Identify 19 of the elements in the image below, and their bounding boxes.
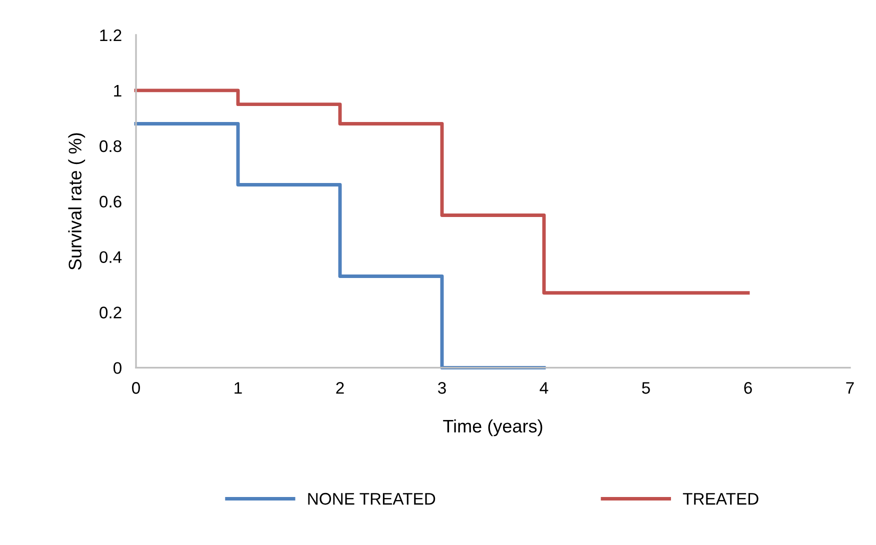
x-tick-label: 4 bbox=[540, 382, 548, 394]
y-tick-label: 0.2 bbox=[100, 306, 122, 318]
y-tick-label: 0.8 bbox=[100, 140, 122, 152]
x-tick-label: 3 bbox=[438, 382, 446, 394]
x-tick-label: 0 bbox=[132, 382, 140, 394]
x-axis-title: Time (years) bbox=[443, 419, 542, 436]
y-tick-label: 1 bbox=[114, 85, 122, 96]
legend-label: NONE TREATED bbox=[308, 492, 436, 505]
y-tick-label: 1.2 bbox=[100, 29, 122, 42]
y-tick-label: 0.4 bbox=[100, 251, 122, 264]
y-axis-title: Survival rate ( %) bbox=[68, 133, 86, 270]
x-tick-label: 2 bbox=[336, 382, 344, 394]
x-tick-label: 1 bbox=[234, 382, 242, 394]
legend-label: TREATED bbox=[682, 493, 758, 505]
y-tick-label: 0 bbox=[113, 362, 122, 374]
y-tick-label: 0.6 bbox=[100, 196, 122, 208]
x-tick-label: 5 bbox=[642, 382, 650, 394]
x-tick-label: 6 bbox=[744, 382, 752, 394]
x-tick-label: 7 bbox=[846, 382, 854, 394]
